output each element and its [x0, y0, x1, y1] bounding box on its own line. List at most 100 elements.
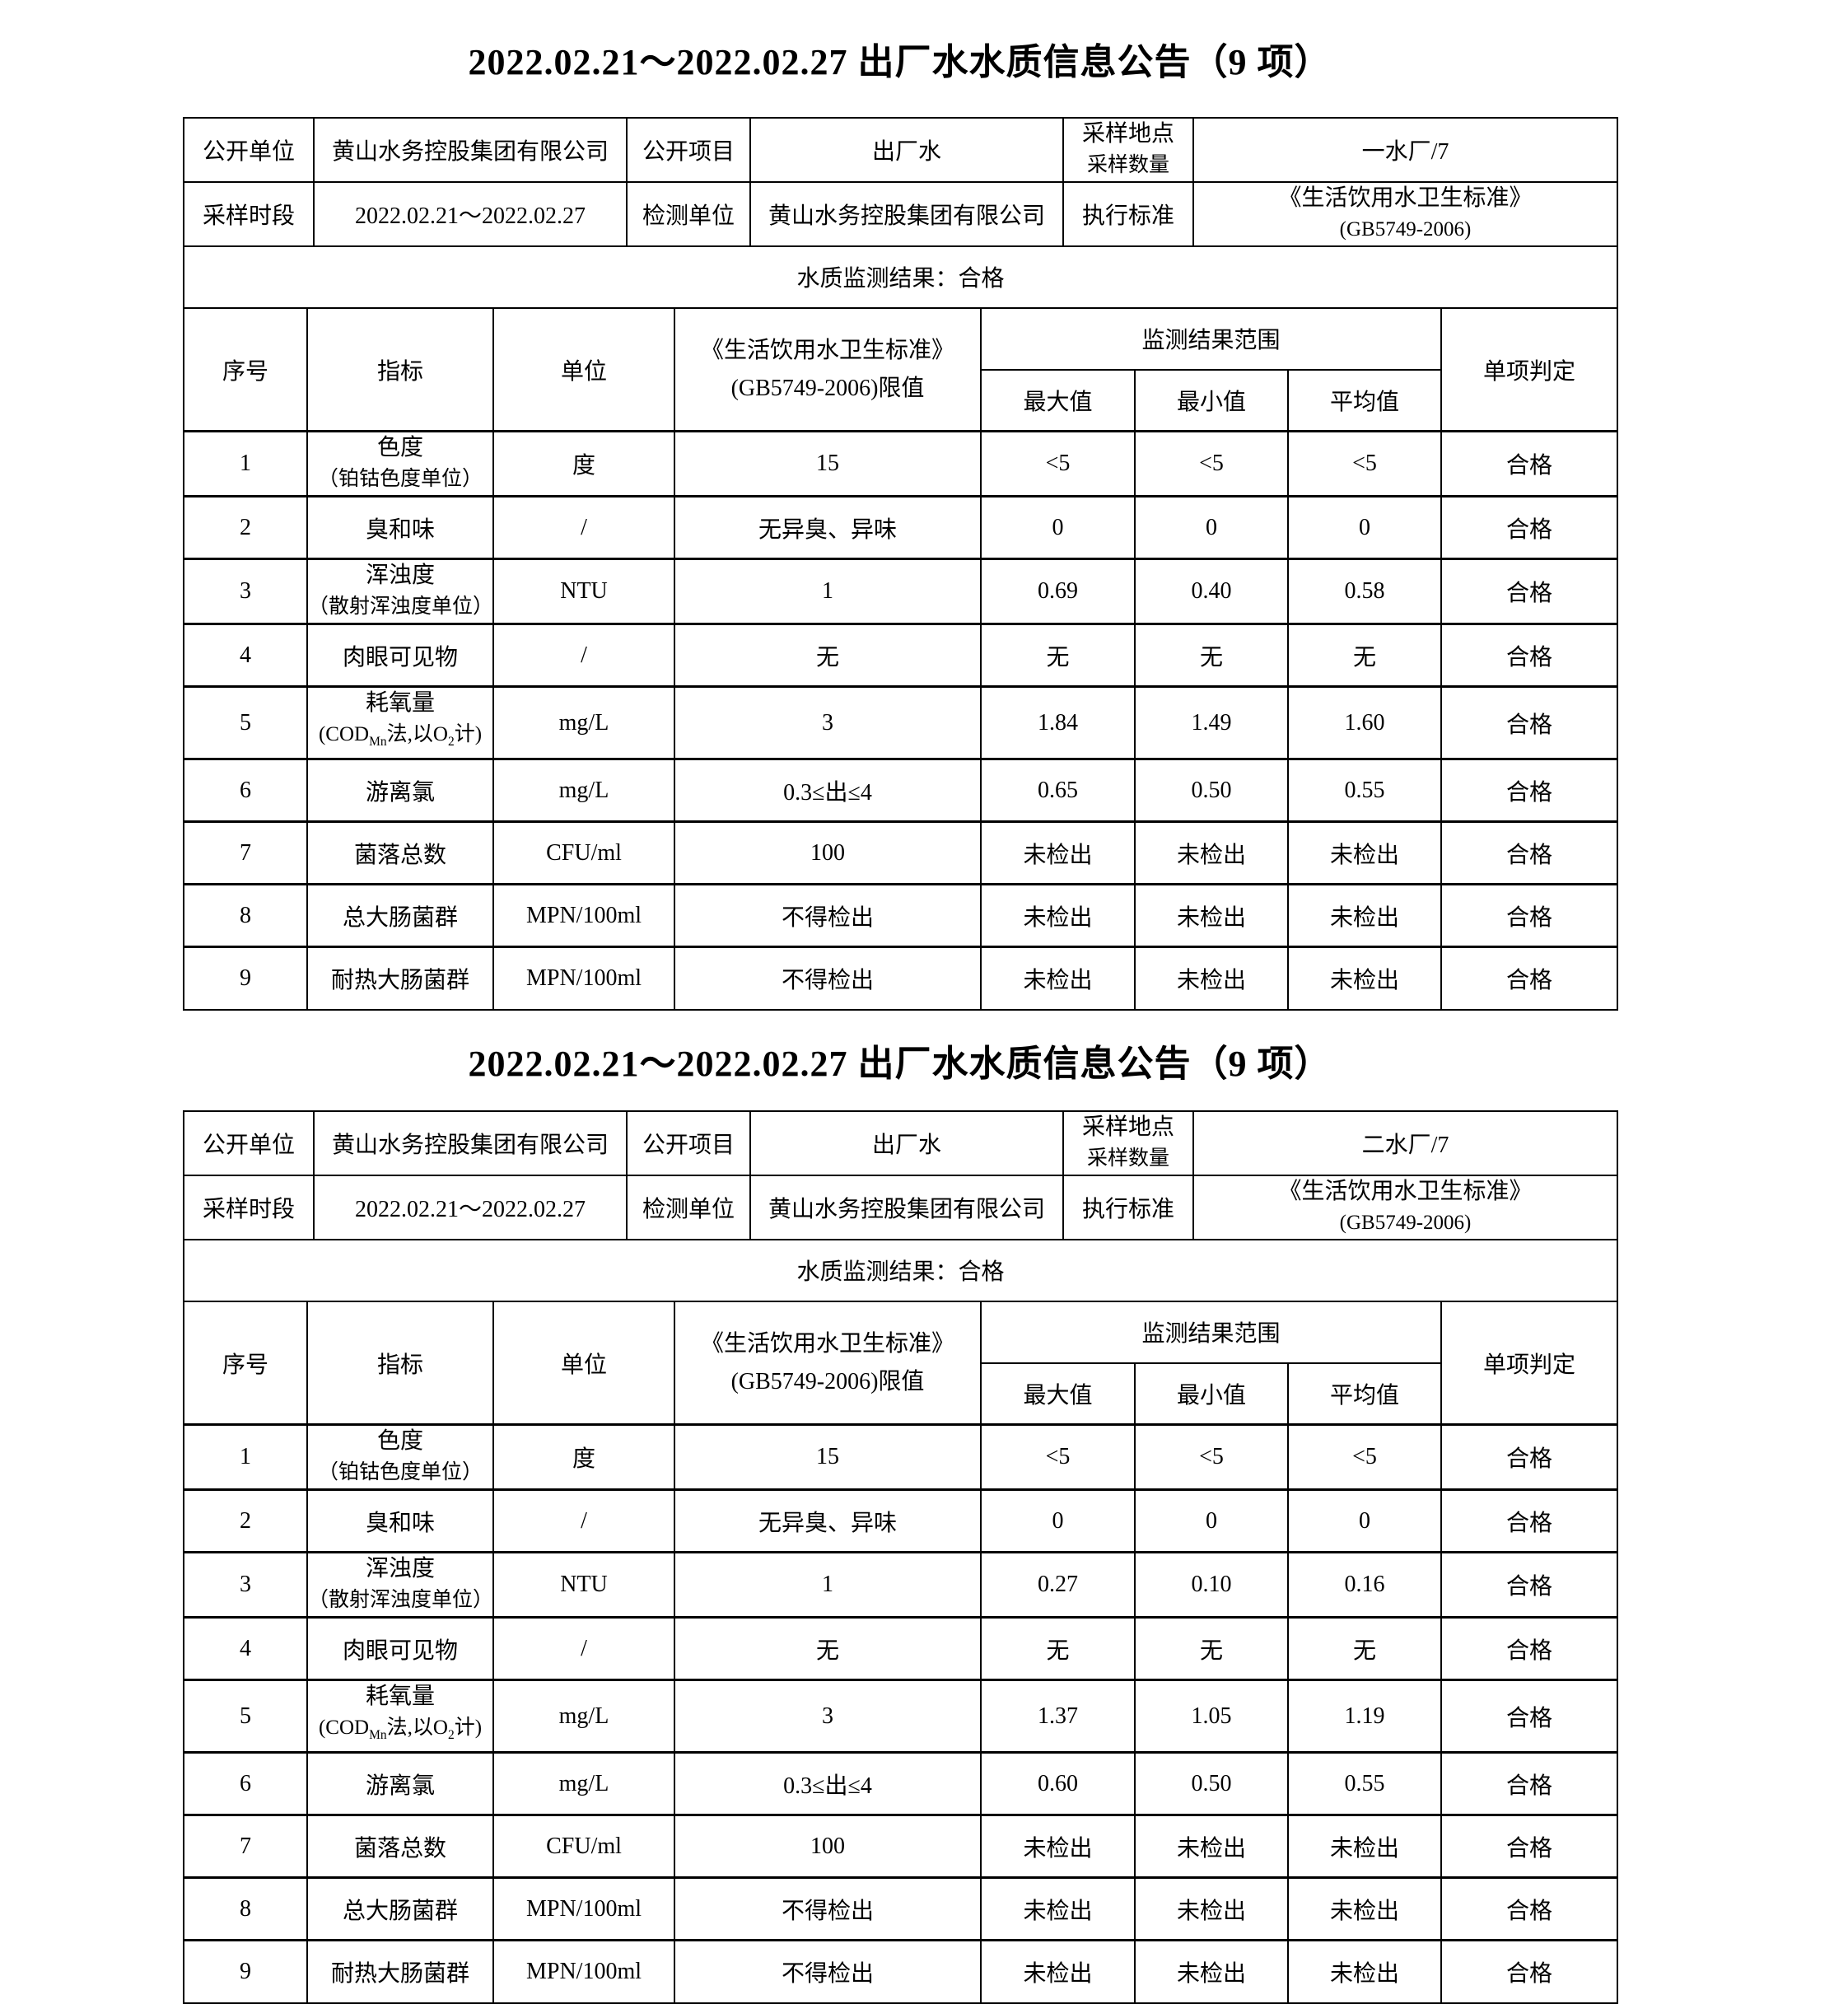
- judgement: 合格: [1440, 685, 1618, 760]
- cell-line: <5: [1352, 451, 1377, 477]
- unit-value: 度: [492, 430, 675, 497]
- min-value: 未检出: [1134, 1876, 1289, 1941]
- max-value: <5: [980, 1423, 1136, 1491]
- cell-line: 合格: [1505, 644, 1552, 670]
- cell-line: 5: [240, 709, 251, 736]
- indicator-row: 6 游离氯 mg/L 0.3≤出≤4 0.65 0.50 0.55 合格: [183, 758, 1618, 823]
- cell-line: 0.58: [1344, 578, 1385, 605]
- test-unit-value: 黄山水务控股集团有限公司: [749, 180, 1064, 247]
- cell-line: 0.55: [1344, 777, 1385, 803]
- cell-line: <5: [1199, 451, 1224, 477]
- cell-line: (CODMn法,以O2计): [309, 1712, 492, 1751]
- col-header-no: 序号: [183, 1300, 308, 1426]
- row-no: 8: [183, 1876, 308, 1941]
- avg-value: 未检出: [1287, 1876, 1442, 1941]
- info-row: 公开单位 黄山水务控股集团有限公司 公开项目 出厂水 采样地点 采样数量 二水厂…: [183, 1109, 1618, 1176]
- cell-line: 肉眼可见物: [342, 1637, 458, 1664]
- limit-value: 无: [674, 623, 982, 688]
- text-segment: 法,以O: [386, 1717, 448, 1740]
- min-value: 0.50: [1134, 758, 1289, 823]
- indicator-name: 色度 （铂钴色度单位）: [306, 430, 494, 497]
- report-block-plant2: 2022.02.21～2022.02.27 出厂水水质信息公告（9 项） 公开单…: [183, 1035, 1618, 2004]
- text-segment: 计): [454, 723, 483, 746]
- avg-value: 0.55: [1287, 1751, 1442, 1816]
- indicator-row: 8 总大肠菌群 MPN/100ml 不得检出 未检出 未检出 未检出 合格: [183, 883, 1618, 948]
- indicator-row: 3 浑浊度 （散射浑浊度单位） NTU 1 0.27 0.10 0.16 合格: [183, 1551, 1618, 1619]
- monitor-result: 水质监测结果：合格: [183, 1238, 1618, 1302]
- cell-line: 菌落总数: [353, 1835, 446, 1862]
- limit-header-line1: 《生活饮用水卫生标准》: [700, 1330, 954, 1357]
- cell-line: 未检出: [1023, 904, 1093, 931]
- col-header-range: 监测结果范围: [980, 1300, 1442, 1364]
- cell-line: 1.49: [1191, 709, 1232, 736]
- cell-line: 未检出: [1329, 842, 1399, 868]
- indicator-name: 耗氧量 (CODMn法,以O2计): [306, 1679, 494, 1754]
- data-table-body: 1 色度 （铂钴色度单位）度 15 <5 <5 <5 合格 2 臭和味 / 无异臭、异味 0 0 0 合格 3 浑…: [183, 430, 1618, 1011]
- cell-line: mg/L: [558, 777, 609, 803]
- limit-value: 1: [674, 1551, 982, 1619]
- cell-line: 未检出: [1329, 1961, 1399, 1988]
- col-header-max: 最大值: [980, 1362, 1136, 1426]
- limit-value: 不得检出: [674, 1876, 982, 1941]
- subscript-text: 2: [447, 735, 455, 750]
- cell-line: 浑浊度: [365, 1556, 435, 1582]
- row-no: 3: [183, 558, 308, 625]
- limit-value: 3: [674, 1679, 982, 1754]
- open-unit-value: 黄山水务控股集团有限公司: [313, 1109, 628, 1176]
- data-table-body: 1 色度 （铂钴色度单位）度 15 <5 <5 <5 合格 2 臭和味 / 无异臭、异味 0 0 0 合格 3 浑…: [183, 1423, 1618, 2004]
- indicator-row: 7 菌落总数 CFU/ml 100 未检出 未检出 未检出 合格: [183, 820, 1618, 885]
- unit-value: NTU: [492, 558, 675, 625]
- row-no: 9: [183, 946, 308, 1011]
- indicator-name: 菌落总数: [306, 1814, 494, 1879]
- cell-line: 无: [1352, 644, 1376, 670]
- cell-line: 0: [1359, 514, 1370, 540]
- cell-line: 0.50: [1191, 777, 1232, 803]
- subscript-text: 2: [447, 1728, 455, 1743]
- cell-line: 1: [822, 578, 833, 605]
- indicator-row: 5 耗氧量 (CODMn法,以O2计) mg/L 3 1.37 1.05 1.19 合格: [183, 1679, 1618, 1754]
- min-value: 0: [1134, 495, 1289, 560]
- unit-value: /: [492, 495, 675, 560]
- cell-line: 总大肠菌群: [342, 904, 458, 931]
- cell-line: /: [581, 1635, 587, 1661]
- col-header-max: 最大值: [980, 368, 1136, 432]
- avg-value: 无: [1287, 623, 1442, 688]
- unit-value: /: [492, 1616, 675, 1681]
- judgement: 合格: [1440, 1679, 1618, 1754]
- cell-line: 肉眼可见物: [342, 644, 458, 670]
- judgement: 合格: [1440, 946, 1618, 1011]
- indicator-name: 浑浊度 （散射浑浊度单位）: [306, 1551, 494, 1619]
- max-value: 未检出: [980, 883, 1136, 948]
- indicator-row: 6 游离氯 mg/L 0.3≤出≤4 0.60 0.50 0.55 合格: [183, 1751, 1618, 1816]
- limit-value: 15: [674, 430, 982, 497]
- cell-line: 合格: [1505, 1961, 1552, 1988]
- indicator-row: 1 色度 （铂钴色度单位） 度 15 <5 <5 <5 合格: [183, 430, 1618, 497]
- row-no: 4: [183, 1616, 308, 1681]
- cell-line: 菌落总数: [353, 842, 446, 868]
- cell-line: 6: [240, 777, 251, 803]
- avg-value: 未检出: [1287, 820, 1442, 885]
- cell-line: 0.55: [1344, 1770, 1385, 1796]
- avg-value: 未检出: [1287, 883, 1442, 948]
- cell-line: （散射浑浊度单位）: [308, 596, 493, 619]
- max-value: 0.65: [980, 758, 1136, 823]
- info-row: 采样时段 2022.02.21～2022.02.27 检测单位 黄山水务控股集团…: [183, 1174, 1618, 1240]
- cell-line: 0.3≤出≤4: [783, 779, 872, 806]
- cell-line: 1.84: [1038, 709, 1078, 736]
- avg-value: 0.55: [1287, 758, 1442, 823]
- judgement: 合格: [1440, 558, 1618, 625]
- cell-line: NTU: [560, 1572, 608, 1598]
- judgement: 合格: [1440, 1876, 1618, 1941]
- col-header-no: 序号: [183, 306, 308, 432]
- cell-line: 无: [1352, 1637, 1376, 1664]
- cell-line: 未检出: [1023, 842, 1093, 868]
- period-label: 采样时段: [183, 1174, 315, 1240]
- cell-line: 0: [1052, 514, 1064, 540]
- cell-line: 0.40: [1191, 578, 1232, 605]
- unit-value: /: [492, 1488, 675, 1553]
- cell-line: 无: [1046, 1637, 1070, 1664]
- standard-name: 《生活饮用水卫生标准》: [1278, 185, 1533, 211]
- row-no: 4: [183, 623, 308, 688]
- cell-line: 合格: [1505, 581, 1552, 607]
- limit-value: 不得检出: [674, 1939, 982, 2004]
